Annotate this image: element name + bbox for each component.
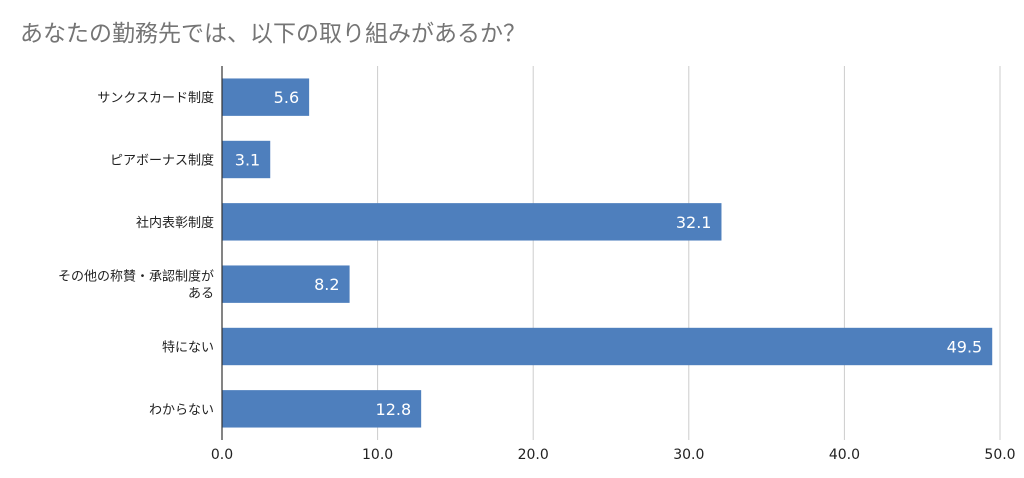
data-label: 3.1 [235, 151, 260, 170]
data-label: 8.2 [314, 275, 339, 294]
category-label: 特にない [162, 341, 214, 356]
category-label: サンクスカード制度 [97, 90, 214, 106]
category-label: その他の称賛・承認制度が [58, 269, 214, 285]
bar [222, 78, 310, 116]
bar [222, 140, 271, 179]
category-label: わからない [149, 403, 214, 418]
category-label: 社内表彰制度 [136, 215, 214, 231]
data-label: 32.1 [676, 213, 712, 232]
bar [222, 203, 722, 241]
category-label: ピアボーナス制度 [110, 153, 214, 169]
x-tick-label: 50.0 [984, 447, 1015, 463]
x-tick-label: 10.0 [362, 447, 393, 463]
data-label: 12.8 [376, 400, 412, 419]
x-tick-label: 20.0 [518, 447, 549, 463]
chart-title: あなたの勤務先では、以下の取り組みがあるか？ [20, 21, 526, 47]
bars [222, 78, 993, 428]
bar [222, 265, 350, 303]
x-tick-label: 0.0 [211, 447, 233, 463]
bar [222, 327, 993, 366]
data-label: 5.6 [274, 88, 299, 107]
data-label: 49.5 [947, 338, 983, 357]
category-label: ある [188, 287, 214, 302]
grid-lines [377, 66, 1001, 440]
bar [222, 390, 422, 428]
labels: 0.0 10.0 20.0 30.0 40.0 50.0 5.6 サンクスカード制度 3.1 ピア… [58, 88, 1016, 463]
x-tick-label: 40.0 [829, 447, 860, 463]
x-tick-label: 30.0 [673, 447, 704, 463]
